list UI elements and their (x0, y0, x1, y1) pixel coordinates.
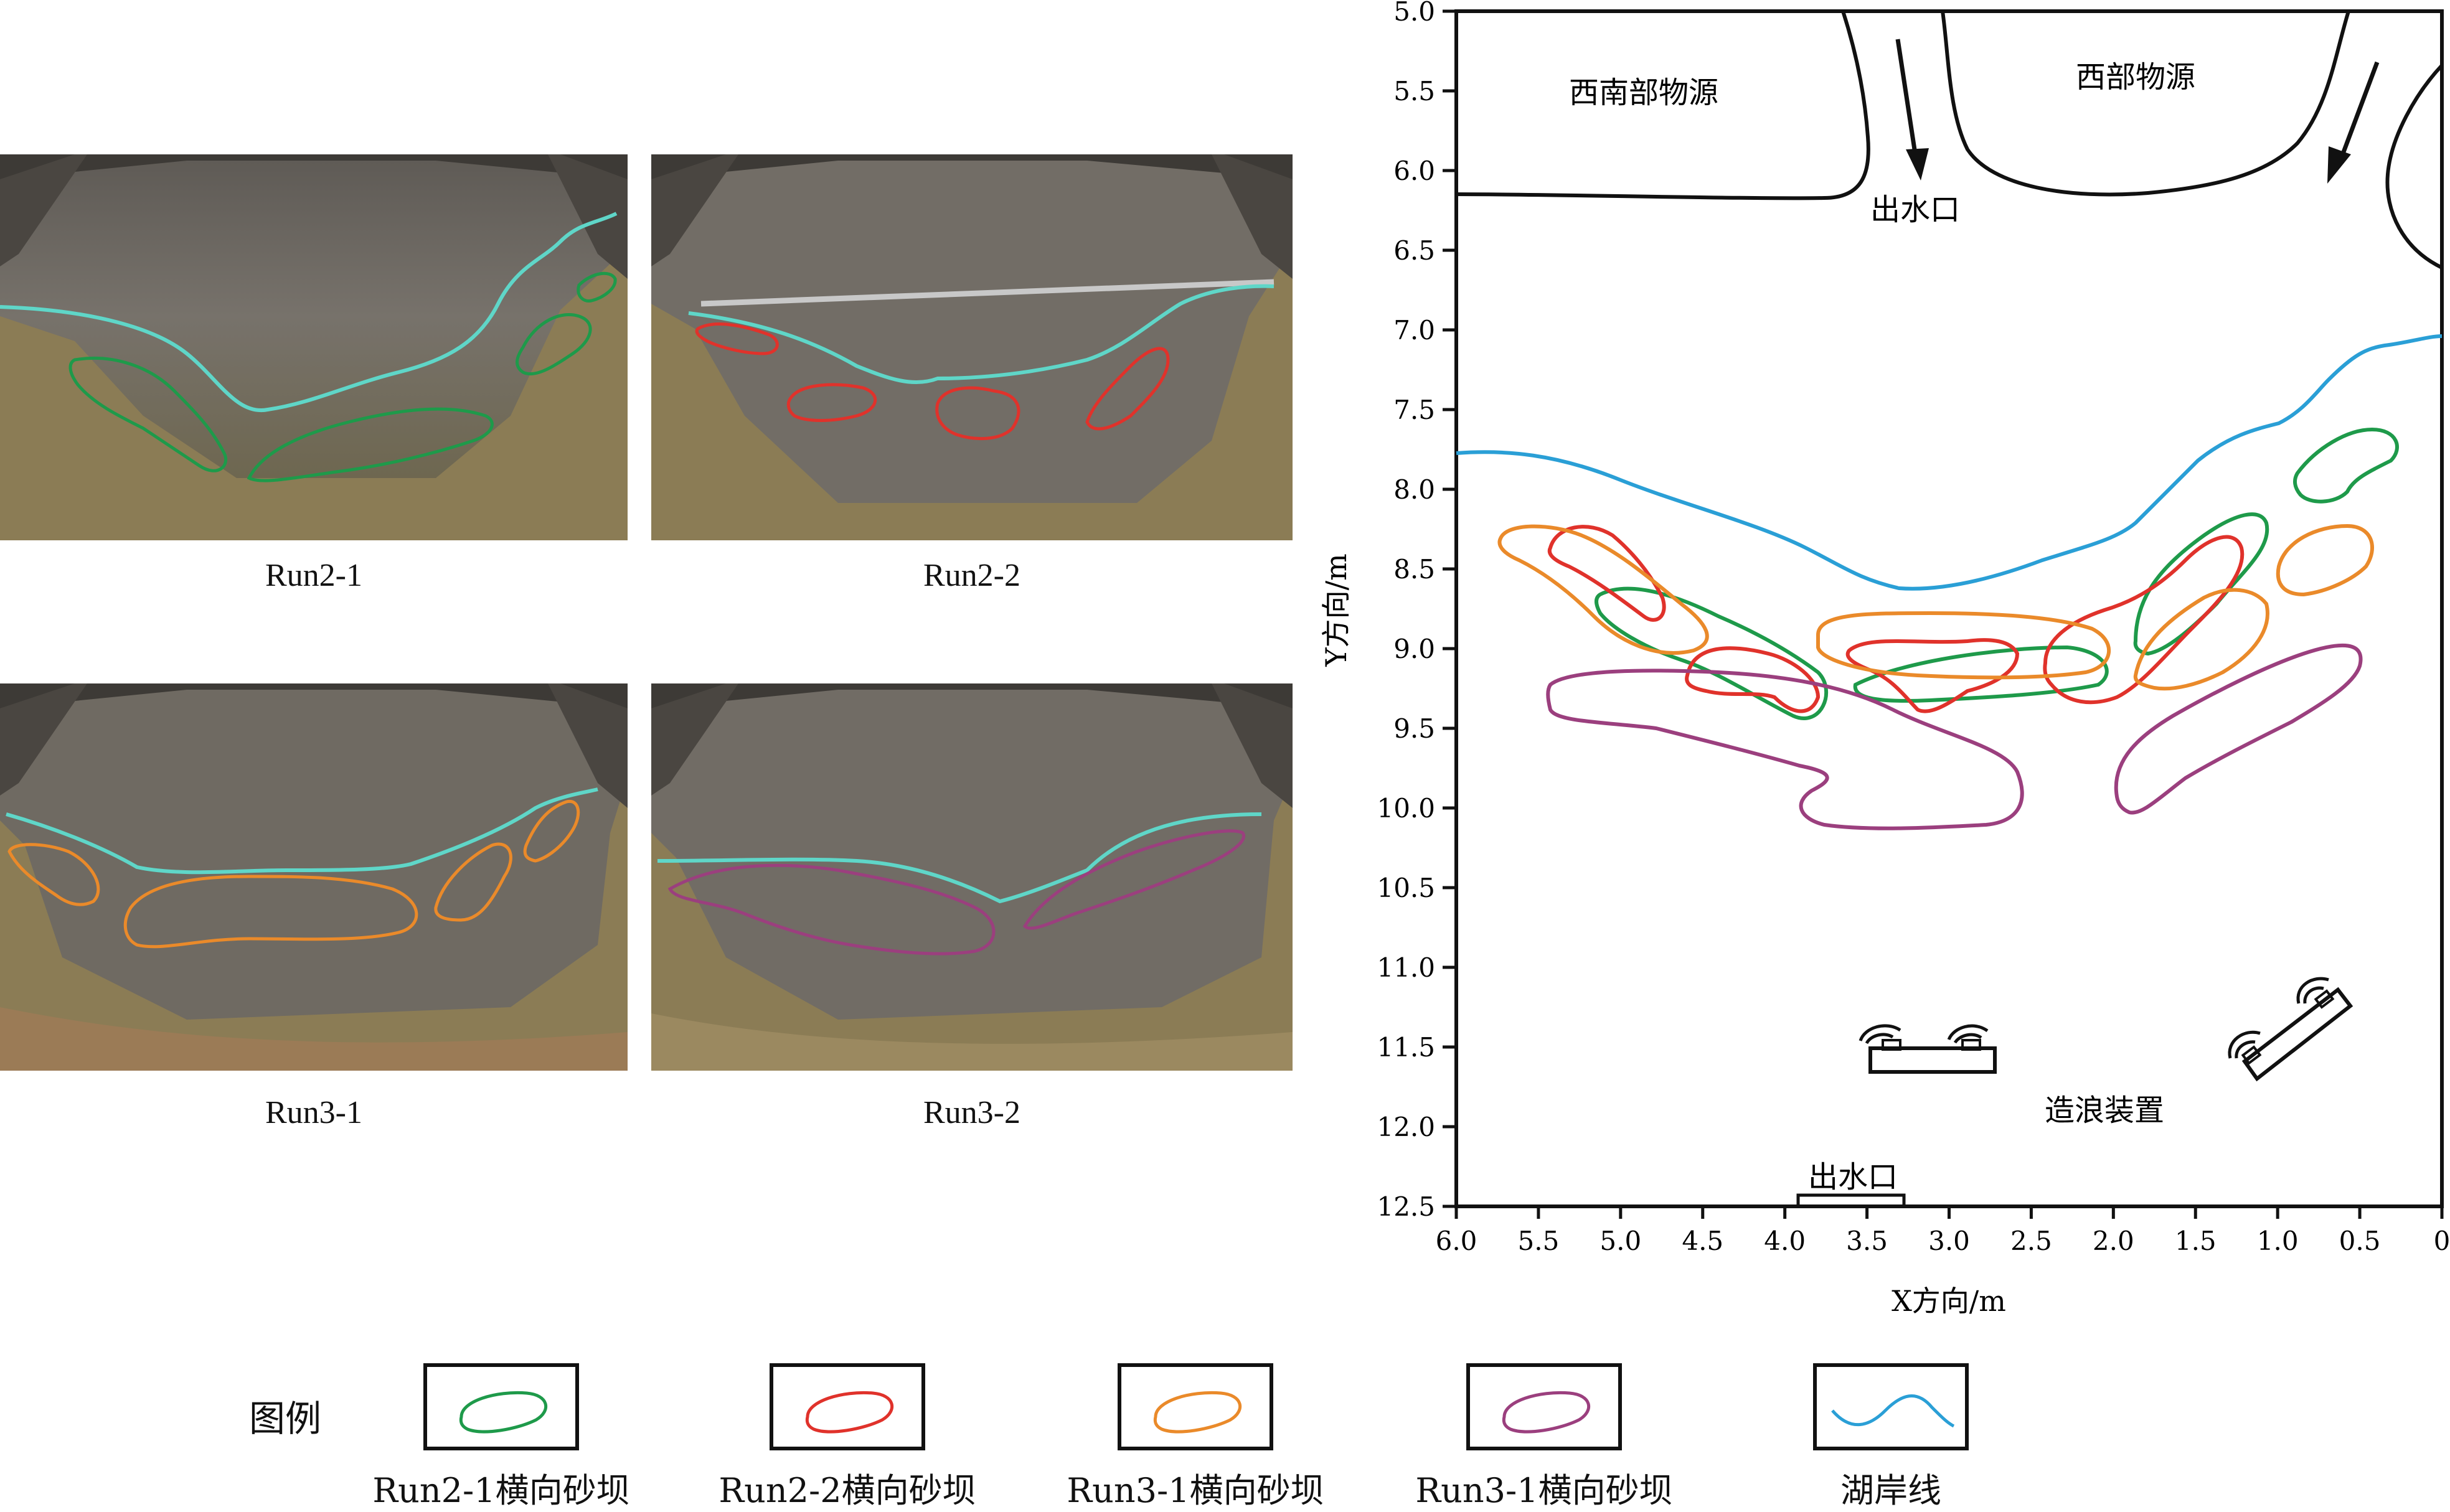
legend-item-label: Run3-1横向砂坝 (1415, 1471, 1673, 1510)
legend-swatch (770, 1363, 925, 1450)
x-tick-label: 3.5 (1846, 1226, 1888, 1256)
y-tick-label: 11.0 (1377, 952, 1435, 983)
x-tick-label: 2.5 (2010, 1226, 2052, 1256)
photo-run2-2 (651, 154, 1293, 540)
y-tick-label: 10.0 (1377, 793, 1435, 824)
shoreline (1456, 334, 2443, 591)
y-axis-label: Y方向/m (1319, 553, 1353, 667)
y-tick-label: 7.5 (1393, 395, 1435, 425)
plot-frame (1454, 9, 2444, 1208)
y-axis-ticks: 5.0 5.5 6.0 6.5 7.0 7.5 8.0 8.5 9.0 9.5 10.0 10.5 11… (1377, 0, 1456, 1222)
legend-swatch (423, 1363, 579, 1450)
sandbar-run2-2 (1547, 525, 1666, 622)
caption-run3-2: Run3-2 (923, 1095, 1020, 1130)
x-tick-label: 1.5 (2175, 1226, 2217, 1256)
outlet-bottom-marker (1796, 1193, 1906, 1208)
x-tick-label: 5.0 (1600, 1226, 1641, 1256)
y-tick-label: 7.0 (1393, 315, 1435, 345)
photo-run3-2 (651, 683, 1293, 1071)
y-tick-label: 10.5 (1377, 873, 1435, 903)
sandbar-run3-1 (2276, 524, 2374, 597)
y-tick-label: 11.5 (1377, 1032, 1435, 1063)
x-tick-label: 6.0 (1436, 1226, 1477, 1256)
y-tick-label: 5.5 (1393, 76, 1435, 106)
source-right-edge-outline (2385, 63, 2444, 270)
sandbar-run3-2 (2114, 643, 2363, 815)
legend-item-label: 湖岸线 (1840, 1471, 1941, 1510)
legend-item-label: Run2-1横向砂坝 (372, 1471, 630, 1510)
x-tick-label: 2.0 (2093, 1226, 2134, 1256)
sandbar-run3-2 (1546, 669, 2024, 830)
y-tick-label: 5.0 (1393, 0, 1435, 27)
caption-run3-1: Run3-1 (265, 1095, 362, 1130)
caption-run2-2: Run2-2 (923, 558, 1020, 593)
x-tick-label: 3.0 (1928, 1226, 1970, 1256)
legend-title: 图例 (249, 1397, 322, 1440)
sandbar-run3-1 (1497, 524, 1709, 655)
x-axis-ticks: 6.0 5.5 5.0 4.5 4.0 3.5 3.0 2.5 2.0 1.5 1.0 0.5 0 (1436, 1206, 2450, 1256)
x-axis-label: X方向/m (1892, 1284, 2006, 1318)
sandbar-run3-1 (1816, 611, 2111, 680)
outlet-bottom-label: 出水口 (1808, 1160, 1898, 1195)
legend-swatch (1813, 1363, 1969, 1450)
sandbar-run2-1 (1853, 645, 2109, 703)
sandbar-run2-2 (1845, 638, 2020, 713)
source-west-outline (1941, 11, 2350, 197)
source-southwest-label: 西南部物源 (1569, 75, 1718, 110)
legend-item-label: Run2-2横向砂坝 (719, 1471, 976, 1510)
source-southwest-outline (1456, 11, 1870, 200)
caption-run2-1: Run2-1 (265, 558, 362, 593)
y-tick-label: 12.5 (1377, 1191, 1435, 1222)
y-tick-label: 12.0 (1377, 1112, 1435, 1142)
flow-arrow-icon (2327, 61, 2380, 184)
sandbar-run2-1 (2293, 427, 2399, 504)
y-tick-label: 9.5 (1393, 713, 1435, 744)
x-tick-label: 0 (2434, 1226, 2450, 1256)
x-tick-label: 1.0 (2257, 1226, 2299, 1256)
photo-run2-1 (0, 154, 628, 540)
flow-arrow-icon (1895, 39, 1929, 181)
y-tick-label: 6.5 (1393, 235, 1435, 266)
outlet-top-label: 出水口 (1870, 192, 1960, 227)
wave-maker-label: 造浪装置 (2045, 1093, 2164, 1128)
source-west-label: 西部物源 (2076, 60, 2195, 95)
y-tick-label: 8.0 (1393, 474, 1435, 505)
wave-maker-icon (2228, 977, 2353, 1082)
legend-swatch (1118, 1363, 1273, 1450)
x-tick-label: 5.5 (1518, 1226, 1560, 1256)
y-tick-label: 9.0 (1393, 634, 1435, 664)
sandbar-run3-1 (2133, 588, 2269, 691)
y-tick-label: 6.0 (1393, 156, 1435, 186)
y-tick-label: 8.5 (1393, 554, 1435, 585)
legend-swatch (1466, 1363, 1622, 1450)
x-tick-label: 4.0 (1764, 1226, 1806, 1256)
sandbar-run2-1 (1595, 586, 1829, 720)
wave-maker-icon (1859, 1024, 1997, 1074)
sandbar-run2-2 (2043, 535, 2245, 705)
legend-item-label: Run3-1横向砂坝 (1067, 1471, 1324, 1510)
photo-run3-1 (0, 683, 628, 1071)
x-tick-label: 0.5 (2339, 1226, 2381, 1256)
sandbar-run2-1 (2133, 512, 2269, 656)
x-tick-label: 4.5 (1682, 1226, 1723, 1256)
sandbar-run2-2 (1685, 646, 1821, 713)
